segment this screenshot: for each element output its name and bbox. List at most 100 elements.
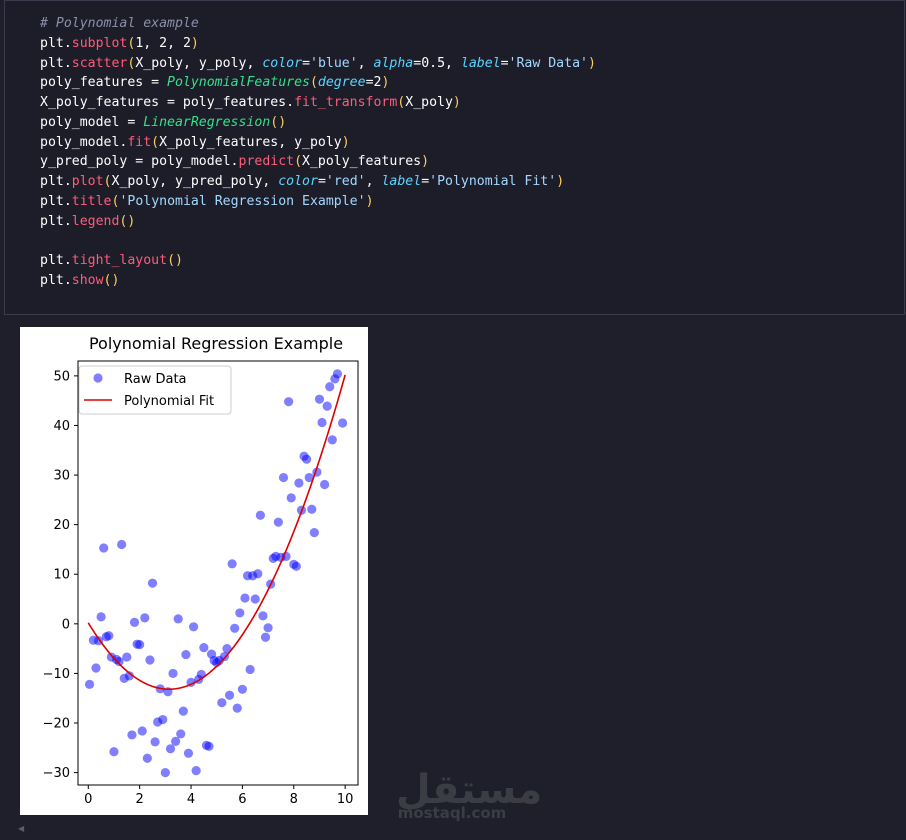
chart-title: Polynomial Regression Example bbox=[89, 334, 343, 353]
data-point bbox=[217, 698, 227, 708]
code-token: label bbox=[460, 55, 501, 71]
code-token: color bbox=[278, 174, 318, 189]
data-point bbox=[286, 493, 296, 503]
code-line[interactable]: plt.title('Polynomial Regression Example… bbox=[40, 192, 596, 212]
code-token: 'Raw Data' bbox=[508, 55, 588, 71]
code-token: poly_features = bbox=[40, 75, 168, 91]
cell-output: Polynomial Regression Example 0 2 4 6 8 10 −30… bbox=[20, 327, 368, 815]
data-point bbox=[117, 539, 127, 550]
legend-scatter-marker bbox=[93, 373, 103, 383]
code-token: show bbox=[71, 272, 104, 288]
data-point bbox=[173, 614, 183, 624]
code-token: LinearRegression bbox=[143, 114, 271, 130]
data-point bbox=[104, 631, 114, 641]
code-line[interactable]: plt.scatter(X_poly, y_poly, color='blue'… bbox=[40, 54, 596, 74]
data-point bbox=[260, 632, 271, 642]
legend: Raw Data Polynomial Fit bbox=[78, 365, 232, 415]
data-point bbox=[327, 435, 337, 445]
code-line[interactable]: plt.legend() bbox=[40, 212, 596, 232]
code-token: X_poly_features = poly_features. bbox=[40, 95, 295, 110]
code-token: plt bbox=[40, 55, 64, 71]
code-token: # Polynomial example bbox=[40, 16, 199, 31]
code-token: . bbox=[63, 193, 72, 209]
data-point bbox=[124, 671, 134, 681]
code-line[interactable]: plt.subplot(1, 2, 2) bbox=[40, 34, 596, 54]
y-tick-label: 0 bbox=[62, 617, 70, 632]
code-token: . bbox=[63, 35, 72, 51]
data-point bbox=[171, 736, 181, 746]
data-point bbox=[307, 504, 317, 514]
code-token: ( bbox=[103, 174, 112, 189]
code-line[interactable]: y_pred_poly = poly_model.predict(X_poly_… bbox=[40, 152, 596, 172]
data-point bbox=[224, 690, 235, 700]
code-token: () bbox=[270, 114, 287, 130]
code-token: ) bbox=[587, 55, 596, 71]
data-point bbox=[294, 478, 304, 488]
code-token: . bbox=[63, 272, 72, 288]
x-tick-label: 4 bbox=[187, 792, 195, 807]
code-token: () bbox=[167, 253, 183, 268]
data-point bbox=[183, 748, 194, 758]
code-token: X_poly bbox=[405, 95, 453, 110]
data-point bbox=[176, 729, 186, 739]
code-cell[interactable]: # Polynomial example plt.subplot(1, 2, 2)… bbox=[4, 0, 905, 315]
code-line[interactable]: # Polynomial example bbox=[40, 14, 596, 34]
code-token: ) bbox=[190, 35, 199, 51]
axes-frame bbox=[77, 360, 359, 786]
data-point bbox=[96, 612, 106, 622]
code-line[interactable]: poly_model.fit(X_poly_features, y_poly) bbox=[40, 133, 596, 153]
y-tick-label: −20 bbox=[43, 717, 70, 732]
code-token: ( bbox=[127, 55, 136, 71]
code-token: ) bbox=[365, 193, 374, 209]
code-token: label bbox=[381, 174, 422, 189]
data-point bbox=[263, 623, 273, 633]
code-token: =0.5, bbox=[413, 55, 461, 71]
code-line[interactable]: poly_features = PolynomialFeatures(degre… bbox=[40, 73, 596, 93]
x-tick-label: 2 bbox=[136, 792, 144, 807]
code-editor[interactable]: # Polynomial example plt.subplot(1, 2, 2)… bbox=[40, 14, 596, 291]
data-point bbox=[253, 569, 263, 579]
code-line[interactable]: poly_model = LinearRegression() bbox=[40, 113, 596, 133]
code-token: . bbox=[63, 55, 72, 71]
data-point bbox=[91, 663, 101, 673]
code-token: degree bbox=[317, 75, 366, 91]
data-point bbox=[142, 753, 152, 763]
code-line[interactable] bbox=[40, 231, 596, 251]
code-token: () bbox=[119, 213, 136, 229]
fit-line bbox=[87, 374, 346, 690]
data-point bbox=[317, 417, 327, 428]
data-point bbox=[314, 394, 325, 404]
y-tick-label: 50 bbox=[53, 369, 70, 384]
code-token: X_poly_features, y_poly bbox=[159, 134, 342, 150]
scroll-left-icon[interactable]: ◀ bbox=[18, 824, 25, 833]
code-token: =2 bbox=[365, 75, 382, 91]
code-token: poly_model = bbox=[40, 114, 144, 130]
code-token: y_pred_poly = poly_model. bbox=[40, 154, 239, 170]
data-point bbox=[222, 644, 232, 654]
data-point bbox=[150, 737, 160, 747]
code-token: X_poly, y_poly, bbox=[135, 55, 263, 71]
code-token: = bbox=[302, 55, 311, 71]
code-token: 'blue' bbox=[310, 55, 358, 71]
axes: 0 2 4 6 8 10 −30 −20 −10 0 10 20 30 40 50 bbox=[43, 360, 359, 807]
data-point bbox=[255, 510, 265, 520]
code-token: plot bbox=[71, 174, 104, 189]
code-token: = bbox=[500, 55, 509, 71]
data-point bbox=[129, 617, 140, 627]
polynomial-regression-chart: Polynomial Regression Example 0 2 4 6 8 10 −30… bbox=[43, 334, 359, 807]
code-token: ) bbox=[381, 75, 390, 91]
code-line[interactable]: X_poly_features = poly_features.fit_tran… bbox=[40, 93, 596, 113]
code-token: title bbox=[71, 193, 112, 209]
code-token: PolynomialFeatures bbox=[167, 75, 310, 91]
code-line[interactable]: plt.tight_layout() bbox=[40, 251, 596, 271]
code-line[interactable]: plt.show() bbox=[40, 271, 596, 291]
code-line[interactable]: plt.plot(X_poly, y_pred_poly, color='red… bbox=[40, 172, 596, 192]
code-token: plt bbox=[40, 35, 64, 51]
data-point bbox=[337, 418, 348, 428]
data-point bbox=[147, 578, 158, 588]
code-token: . bbox=[63, 253, 72, 268]
code-token: , bbox=[357, 55, 374, 71]
y-tick-label: 10 bbox=[53, 568, 70, 583]
code-token: alpha bbox=[373, 55, 414, 71]
plot-area bbox=[84, 369, 348, 778]
